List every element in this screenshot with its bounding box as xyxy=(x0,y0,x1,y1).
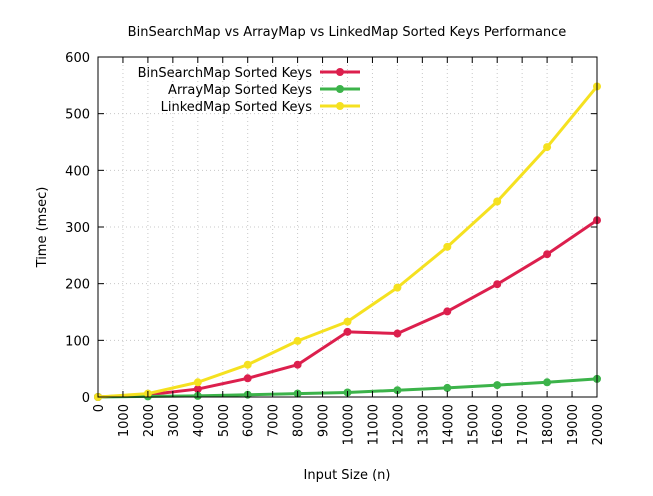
data-point xyxy=(193,385,202,394)
x-tick-label: 19000 xyxy=(566,404,581,445)
x-tick-label: 1000 xyxy=(117,404,132,437)
data-point xyxy=(493,280,502,289)
x-axis-label: Input Size (n) xyxy=(304,468,391,483)
y-tick-label: 400 xyxy=(65,164,90,179)
y-tick-label: 200 xyxy=(65,278,90,293)
legend-label: BinSearchMap Sorted Keys xyxy=(138,66,313,81)
y-tick-label: 0 xyxy=(82,391,90,406)
data-point xyxy=(343,327,352,336)
x-tick-label: 4000 xyxy=(192,404,207,437)
grid xyxy=(98,57,597,397)
data-point xyxy=(443,242,452,251)
x-tick-label: 13000 xyxy=(416,404,431,445)
x-tick-label: 6000 xyxy=(242,404,257,437)
legend-label: ArrayMap Sorted Keys xyxy=(168,83,312,98)
series-line xyxy=(97,218,598,399)
data-point xyxy=(243,374,252,383)
chart-title: BinSearchMap vs ArrayMap vs LinkedMap So… xyxy=(128,25,567,40)
x-tick-label: 11000 xyxy=(366,404,381,445)
data-point xyxy=(293,360,302,369)
x-tick-label: 14000 xyxy=(441,404,456,445)
x-tick-label: 16000 xyxy=(491,404,506,445)
y-tick-label: 600 xyxy=(65,51,90,66)
x-tick-label: 0 xyxy=(92,404,107,412)
data-point xyxy=(293,336,302,345)
x-tick-label: 5000 xyxy=(217,404,232,437)
x-tick-label: 12000 xyxy=(391,404,406,445)
legend-item: LinkedMap Sorted Keys xyxy=(161,100,360,115)
data-point xyxy=(543,143,552,152)
series-0 xyxy=(94,216,601,401)
legend: BinSearchMap Sorted Keys ArrayMap Sorted … xyxy=(138,66,360,115)
legend-marker xyxy=(336,102,344,110)
x-tick-label: 15000 xyxy=(466,404,481,445)
legend-marker xyxy=(336,68,344,76)
data-point xyxy=(493,197,502,206)
x-tick-label: 17000 xyxy=(516,404,531,445)
legend-item: BinSearchMap Sorted Keys xyxy=(138,66,360,81)
legend-label: LinkedMap Sorted Keys xyxy=(161,100,313,115)
y-axis-label: Time (msec) xyxy=(35,187,50,269)
series-2 xyxy=(94,82,601,401)
data-point xyxy=(193,378,202,387)
x-tick-label: 7000 xyxy=(267,404,282,437)
x-tick-label: 10000 xyxy=(342,404,357,445)
data-point xyxy=(543,378,552,387)
y-tick-label: 300 xyxy=(65,221,90,236)
data-point xyxy=(543,250,552,259)
data-point xyxy=(493,381,502,390)
x-tick-label: 20000 xyxy=(591,404,606,445)
x-tick-label: 8000 xyxy=(292,404,307,437)
x-tick-label: 18000 xyxy=(541,404,556,445)
data-point xyxy=(343,317,352,326)
x-tick-label: 2000 xyxy=(142,404,157,437)
data-point xyxy=(393,283,402,292)
x-tick-label: 3000 xyxy=(167,404,182,437)
data-point xyxy=(243,360,252,369)
y-tick-label: 500 xyxy=(65,108,90,123)
data-point xyxy=(393,386,402,395)
x-tick-label: 9000 xyxy=(317,404,332,437)
legend-marker xyxy=(336,85,344,93)
data-point xyxy=(443,307,452,316)
y-tick-label: 100 xyxy=(65,334,90,349)
legend-item: ArrayMap Sorted Keys xyxy=(168,83,360,98)
data-point xyxy=(393,329,402,338)
data-point xyxy=(443,383,452,392)
